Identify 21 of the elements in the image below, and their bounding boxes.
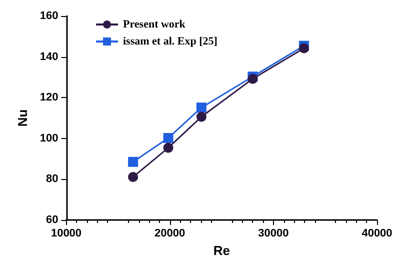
y-tick-label: 140	[40, 50, 58, 63]
y-tick-label: 80	[46, 173, 58, 186]
x-tick-label: 20000	[154, 228, 186, 240]
y-tick-label: 120	[40, 92, 58, 104]
x-tick-label: 30000	[258, 228, 289, 240]
x-tick-label: 40000	[362, 228, 392, 240]
x-axis-title: Re	[213, 242, 230, 258]
point	[298, 43, 309, 54]
y-tick-label: 100	[40, 132, 58, 144]
point	[163, 132, 174, 143]
point	[128, 156, 138, 167]
y-axis-title: Nu	[15, 109, 30, 127]
legend-label: Present work	[123, 18, 186, 30]
point	[128, 172, 138, 182]
y-tick-label: 160	[40, 10, 58, 22]
point	[196, 102, 206, 113]
point	[163, 142, 174, 153]
legend-label: issam et al. Exp [25]	[123, 36, 218, 48]
x-tick-label: 10000	[50, 228, 82, 240]
point	[196, 112, 206, 122]
y-tick-label: 60	[46, 214, 58, 226]
